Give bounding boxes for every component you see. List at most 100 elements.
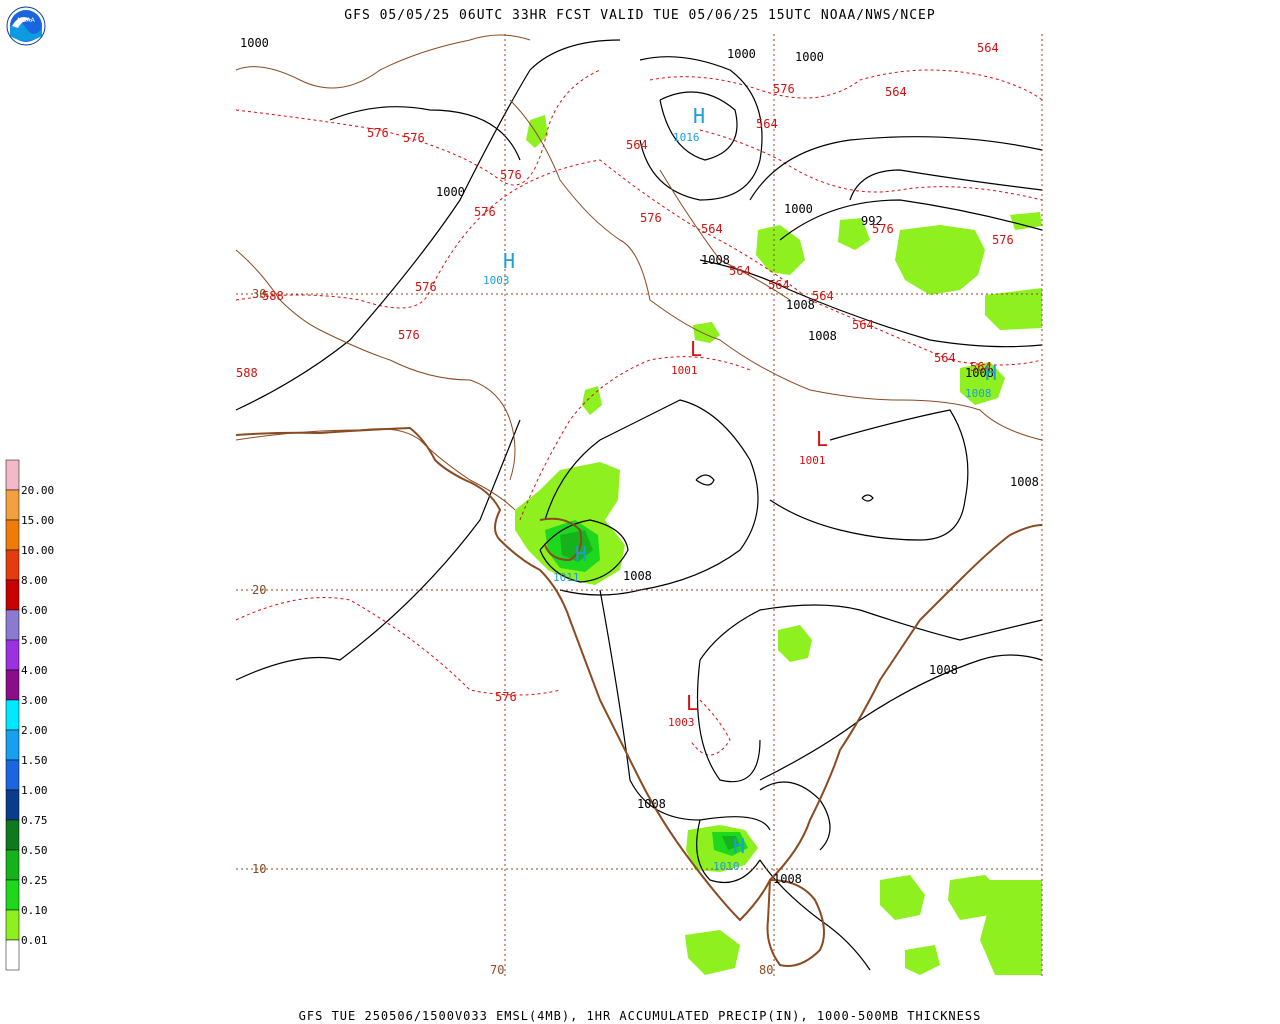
legend-swatch bbox=[5, 489, 20, 521]
legend-swatch bbox=[5, 639, 20, 671]
legend-label: 0.01 bbox=[21, 934, 48, 947]
thickness-label: 576 bbox=[773, 82, 795, 96]
high-value: 1010 bbox=[713, 860, 740, 873]
thickness-contour bbox=[699, 129, 1043, 201]
lat-label: 30 bbox=[252, 287, 266, 301]
high-value: 1011 bbox=[553, 571, 580, 584]
legend-swatch bbox=[5, 579, 20, 611]
thickness-label: 564 bbox=[756, 117, 778, 131]
isobar bbox=[699, 604, 1043, 661]
legend-swatch bbox=[5, 729, 20, 761]
legend-swatch bbox=[5, 849, 20, 881]
precip-area bbox=[880, 875, 925, 920]
precip-legend: 20.00 15.00 10.00 8.00 6.00 5.00 4.00 3.00 2.00 1… bbox=[5, 459, 54, 971]
isobar bbox=[329, 106, 521, 161]
thickness-label: 576 bbox=[992, 233, 1014, 247]
border-line bbox=[659, 169, 791, 301]
legend-label: 0.10 bbox=[21, 904, 48, 917]
legend-swatch bbox=[5, 459, 20, 491]
legend-label: 2.00 bbox=[21, 724, 48, 737]
isobar bbox=[659, 91, 738, 161]
precip-area bbox=[756, 225, 805, 275]
precip-areas bbox=[515, 115, 1042, 975]
legend-swatch bbox=[5, 699, 20, 731]
legend-label: 20.00 bbox=[21, 484, 54, 497]
thickness-contour bbox=[519, 356, 751, 521]
precip-area bbox=[778, 625, 812, 662]
isobar bbox=[639, 56, 763, 201]
legend-label: 10.00 bbox=[21, 544, 54, 557]
low-value: 1001 bbox=[671, 364, 698, 377]
legend-label: 6.00 bbox=[21, 604, 48, 617]
isobar-label: 1008 bbox=[623, 569, 652, 583]
legend-swatch bbox=[5, 549, 20, 581]
precip-area bbox=[560, 530, 593, 562]
thickness-label: 564 bbox=[885, 85, 907, 99]
legend-label: 5.00 bbox=[21, 634, 48, 647]
thickness-contour bbox=[235, 69, 601, 186]
high-value: 1008 bbox=[965, 387, 992, 400]
thickness-label: 564 bbox=[977, 41, 999, 55]
legend-label: 0.25 bbox=[21, 874, 48, 887]
isobar bbox=[769, 409, 969, 541]
isobar-label: 1008 bbox=[965, 366, 994, 380]
isobar-label: 1008 bbox=[929, 663, 958, 677]
high-symbol: H bbox=[503, 249, 515, 273]
precip-area bbox=[980, 880, 1042, 975]
precip-area bbox=[1010, 212, 1042, 230]
isobar-label: 1008 bbox=[786, 298, 815, 312]
svg-text:NOAA: NOAA bbox=[17, 17, 35, 24]
lat-lon-grid bbox=[236, 34, 1043, 978]
low-value: 1001 bbox=[799, 454, 826, 467]
thickness-contours bbox=[235, 69, 1043, 756]
isobar bbox=[235, 419, 521, 681]
isobar-label: 1008 bbox=[808, 329, 837, 343]
high-symbol: H bbox=[693, 104, 705, 128]
low-symbol: L bbox=[690, 337, 702, 361]
thickness-labels: 576 576 576 576 576 576 576 576 576 564 … bbox=[236, 41, 1014, 704]
coastlines-borders bbox=[235, 34, 1043, 967]
lon-label: 70 bbox=[490, 963, 504, 977]
legend-label: 4.00 bbox=[21, 664, 48, 677]
legend-swatch bbox=[5, 759, 20, 791]
border-line bbox=[235, 249, 516, 481]
pressure-labels: 1000 1000 1000 1000 992 1008 1008 1008 1… bbox=[240, 36, 1039, 886]
legend-swatch bbox=[5, 519, 20, 551]
isobar-label: 1000 bbox=[240, 36, 269, 50]
coastline bbox=[539, 517, 583, 562]
legend-label: 0.50 bbox=[21, 844, 48, 857]
isobar-label: 992 bbox=[861, 214, 883, 228]
thickness-label: 564 bbox=[852, 318, 874, 332]
isobar-label: 1000 bbox=[436, 185, 465, 199]
legend-label: 15.00 bbox=[21, 514, 54, 527]
precip-area bbox=[960, 362, 1005, 405]
thickness-contour bbox=[649, 69, 1043, 101]
isobar bbox=[235, 39, 621, 411]
noaa-logo: NOAA bbox=[6, 6, 46, 46]
precip-area bbox=[948, 875, 1000, 920]
border-line bbox=[509, 99, 1043, 441]
lat-label: 20 bbox=[252, 583, 266, 597]
precip-area bbox=[685, 930, 740, 975]
coastline bbox=[235, 426, 1043, 922]
legend-swatch bbox=[5, 819, 20, 851]
precip-area bbox=[838, 218, 870, 250]
high-value: 1003 bbox=[483, 274, 510, 287]
legend-swatch bbox=[5, 669, 20, 701]
thickness-label: 576 bbox=[495, 690, 517, 704]
border-line bbox=[235, 34, 531, 89]
isobar-label: 1008 bbox=[1010, 475, 1039, 489]
thickness-label: 588 bbox=[262, 289, 284, 303]
isobar-label: 1000 bbox=[784, 202, 813, 216]
thickness-label: 564 bbox=[768, 278, 790, 292]
isobar bbox=[749, 136, 1043, 201]
isobar-label: 1000 bbox=[727, 47, 756, 61]
thickness-label: 576 bbox=[500, 168, 522, 182]
low-symbol: L bbox=[816, 427, 828, 451]
thickness-contour bbox=[235, 159, 1043, 366]
high-value: 1016 bbox=[673, 131, 700, 144]
isobar bbox=[544, 399, 759, 596]
thickness-label: 564 bbox=[729, 264, 751, 278]
thickness-label: 576 bbox=[403, 131, 425, 145]
legend-label: 0.75 bbox=[21, 814, 48, 827]
